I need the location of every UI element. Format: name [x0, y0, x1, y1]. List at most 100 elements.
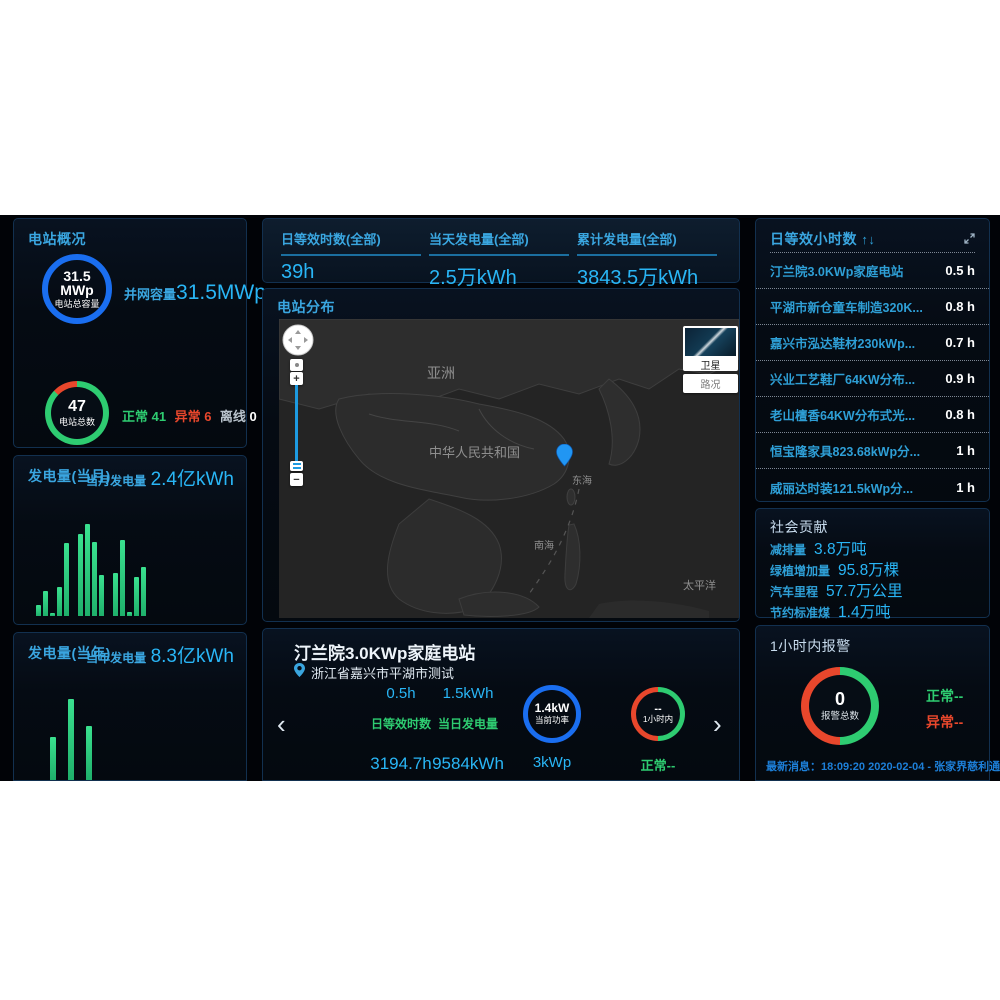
map-zoom-in-button[interactable]: +: [290, 372, 303, 385]
handle-line: [292, 463, 301, 465]
station-hours-value: 1 h: [956, 479, 975, 495]
monthly-generation-panel: 发电量(当月) 当月发电量 2.4亿kWh: [13, 455, 247, 625]
map-traffic-button[interactable]: 路况: [683, 374, 738, 393]
handle-line: [292, 467, 301, 469]
yearly-bar-chart: [50, 699, 104, 780]
dot-icon: [294, 363, 299, 367]
yearly-generation-panel: 发电量(当年) 当年发电量 8.3亿kWh: [13, 632, 247, 781]
bar: [36, 604, 41, 616]
location-pin-icon: [294, 663, 305, 677]
social-value: 1.4万吨: [838, 604, 891, 621]
list-item[interactable]: 兴业工艺鞋厂64KW分布... 0.9 h: [756, 361, 989, 397]
alarm-abnormal: 异常--: [926, 714, 964, 730]
social-value: 57.7万公里: [826, 583, 903, 600]
list-item[interactable]: 威丽达时装121.5kWp分... 1 h: [756, 469, 989, 505]
social-label: 减排量: [770, 543, 807, 557]
grid-capacity-label: 并网容量: [124, 287, 177, 302]
station-location: 浙江省嘉兴市平湖市测试: [311, 666, 455, 681]
panel-title: 发电量(当年): [28, 645, 111, 661]
equivalent-hours-panel: 日等效小时数 ↑↓ 汀兰院3.0KWp家庭电站 0.5 h 平湖市新仓童车制造320…: [755, 218, 990, 502]
stations-legend: 正常 41 异常 6 离线 0: [122, 406, 257, 426]
grid-capacity-value: 31.5MWp: [176, 281, 266, 304]
stat-total-generation: 累计发电量(全部) 3843.5万kWh: [577, 229, 731, 290]
station-hours-list: 汀兰院3.0KWp家庭电站 0.5 h 平湖市新仓童车制造320K... 0.8 h 嘉…: [756, 253, 989, 505]
grid-capacity: 并网容量31.5MWp: [124, 281, 266, 305]
map-zoom-slider-track[interactable]: [295, 385, 298, 463]
power-label: 当前功率: [534, 715, 569, 726]
list-item[interactable]: 汀兰院3.0KWp家庭电站 0.5 h: [756, 253, 989, 289]
station-pin-icon[interactable]: [556, 444, 573, 467]
expand-icon[interactable]: [964, 233, 975, 244]
map-zoom-slider-handle[interactable]: [290, 461, 303, 471]
capacity-donut: 31.5 MWp 电站总容量: [42, 254, 112, 324]
stations-donut: 47 电站总数: [45, 381, 109, 445]
next-station-button[interactable]: ›: [713, 709, 722, 739]
bar: [127, 612, 132, 616]
station-detail-panel: 汀兰院3.0KWp家庭电站 浙江省嘉兴市平湖市测试 ‹ › 0.5h 日等效时数…: [262, 628, 740, 781]
capacity-unit: MWp: [60, 282, 94, 299]
header-divider: [770, 252, 975, 253]
map-label-pacific: 太平洋: [683, 580, 716, 592]
alarm-donut: 0 报警总数: [801, 667, 879, 745]
social-row: 节约标准煤 1.4万吨: [756, 600, 989, 621]
status-label: 1小时内: [642, 714, 674, 725]
station-status-donut: -- 1小时内: [631, 687, 685, 741]
bar: [50, 737, 56, 780]
station-name: 老山檀香64KW分布式光...: [770, 409, 916, 423]
station-hours-value: 0.8 h: [945, 299, 975, 314]
stat-equivalent-hours: 日等效时数(全部) 39h: [281, 229, 421, 290]
bar: [120, 539, 125, 616]
status-value: --: [654, 703, 662, 716]
current-power-donut: 1.4kW 当前功率: [523, 685, 581, 743]
bar: [141, 567, 146, 616]
station-map[interactable]: 亚洲 中华人民共和国 东海 南海 太平洋 +: [279, 319, 739, 618]
panel-title: 社会贡献: [770, 519, 828, 535]
map-label-south-sea: 南海: [534, 541, 554, 552]
status-text: 正常--: [640, 758, 676, 773]
social-label: 汽车里程: [770, 585, 819, 599]
list-item[interactable]: 恒宝隆家具823.68kWp分... 1 h: [756, 433, 989, 469]
station-hours-value: 0.8 h: [945, 407, 975, 422]
station-title: 汀兰院3.0KWp家庭电站: [294, 644, 476, 663]
map-panel: 电站分布: [262, 288, 740, 622]
map-satellite-button[interactable]: 卫星: [683, 326, 738, 372]
bar: [57, 587, 62, 616]
capacity-caption: 电站总容量: [54, 298, 100, 309]
sort-icon[interactable]: ↑↓: [861, 232, 876, 247]
list-item[interactable]: 平湖市新仓童车制造320K... 0.8 h: [756, 289, 989, 325]
station-hours-value: 0.9 h: [945, 371, 975, 386]
station-hours-value: 1 h: [956, 443, 975, 458]
bar: [99, 574, 104, 616]
panel-title: 电站概况: [28, 231, 86, 247]
power-value: 1.4kW: [534, 701, 570, 716]
station-hours-value: 0.5 h: [945, 263, 975, 278]
social-value: 95.8万棵: [838, 562, 900, 579]
map-pan-control[interactable]: [282, 324, 314, 356]
alarm-total-label: 报警总数: [820, 710, 859, 722]
panel-title: 日等效小时数 ↑↓: [770, 231, 876, 247]
satellite-thumbnail: [685, 328, 736, 356]
alarm-normal: 正常--: [926, 688, 964, 704]
panel-title: 发电量(当月): [28, 468, 111, 484]
map-zoom-out-button[interactable]: −: [290, 473, 303, 486]
station-overview-panel: 电站概况 31.5 MWp 电站总容量 并网容量31.5MWp 47 电站总数 …: [13, 218, 266, 448]
social-label: 节约标准煤: [770, 606, 831, 620]
bar: [86, 725, 92, 780]
list-item[interactable]: 嘉兴市泓达鞋材230kWp... 0.7 h: [756, 325, 989, 361]
station-hours-value: 0.7 h: [945, 335, 975, 350]
latest-alarm-message[interactable]: 最新消息：18:09:20 2020-02-04 - 张家界慈利通津铺: [766, 761, 1000, 773]
map-reset-button[interactable]: [290, 359, 303, 371]
map-label-asia: 亚洲: [427, 365, 455, 381]
social-value: 3.8万吨: [814, 541, 867, 558]
dashboard-band: 电站概况 31.5 MWp 电站总容量 并网容量31.5MWp 47 电站总数 …: [0, 215, 1000, 781]
list-item[interactable]: 老山檀香64KW分布式光... 0.8 h: [756, 397, 989, 433]
panel-title: 1小时内报警: [770, 638, 851, 654]
social-label: 绿植增加量: [770, 564, 831, 578]
map-geography: [279, 319, 739, 618]
social-contribution-panel: 社会贡献 减排量 3.8万吨 绿植增加量 95.8万棵 汽车里程 57.7万公里 节约标准煤…: [755, 508, 990, 621]
prev-station-button[interactable]: ‹: [277, 709, 286, 739]
stations-count: 47: [68, 398, 86, 416]
legend-offline: 离线 0: [219, 409, 257, 424]
station-name: 恒宝隆家具823.68kWp分...: [770, 445, 921, 459]
social-row: 减排量 3.8万吨: [756, 537, 989, 558]
